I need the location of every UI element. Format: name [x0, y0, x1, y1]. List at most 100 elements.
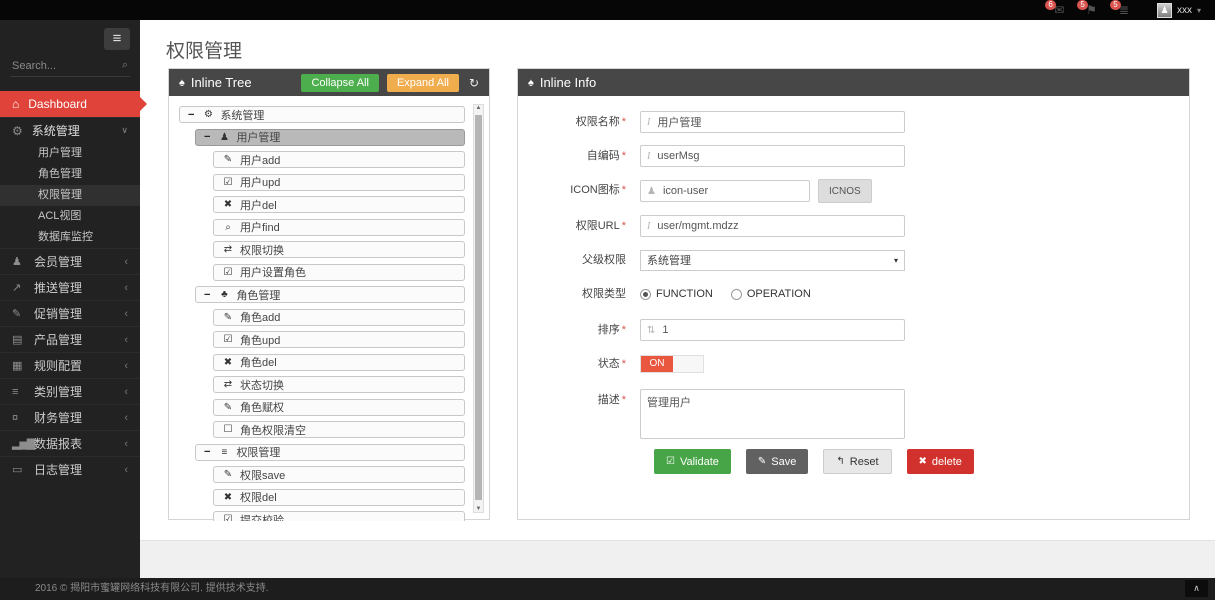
sort-input[interactable] — [662, 324, 898, 336]
tree-node[interactable]: ☑ 提交校验 — [213, 511, 465, 521]
radio-operation[interactable] — [730, 288, 742, 300]
caret-down-icon: ▾ — [893, 255, 898, 265]
tree-node[interactable]: ⇄ 权限切换 — [213, 241, 465, 258]
notification-messages[interactable]: ✉ 6 — [1045, 0, 1064, 17]
panel-title: Inline Info — [539, 75, 597, 90]
scrollbar-thumb[interactable] — [475, 115, 482, 500]
system-submenu: 用户管理 角色管理 权限管理 ACL视图 数据库监控 — [0, 143, 140, 248]
chevron-down-icon: ▾ — [1196, 5, 1201, 15]
expand-all-button[interactable]: Expand All — [386, 73, 459, 92]
copyright-text: 2016 © 揭阳市蜜罐网络科技有限公司. 提供技术支持. — [35, 583, 269, 594]
tree-node-perm-mgmt[interactable]: − ≡ 权限管理 — [195, 443, 465, 461]
tree-scrollbar[interactable]: ▲ ▼ — [473, 104, 484, 513]
user-icon: ♟ — [12, 256, 22, 268]
pencil-icon: ✎ — [223, 154, 233, 165]
radio-function[interactable] — [640, 288, 651, 300]
refresh-icon[interactable]: ↻ — [468, 75, 479, 90]
parent-permission-select[interactable]: 系统管理 ▾ — [640, 249, 905, 271]
hamburger-menu-button[interactable]: ≡ — [104, 28, 130, 50]
field-label: 父级权限 — [582, 254, 626, 266]
chevron-left-icon: ‹ — [124, 281, 128, 294]
sidebar-item-system[interactable]: ⚙ 系统管理 ∨ — [0, 117, 140, 143]
tree-node[interactable]: ✎ 角色赋权 — [213, 398, 465, 416]
tree-node[interactable]: ✖ 用户del — [213, 196, 465, 213]
tree-node[interactable]: ☑ 角色upd — [213, 331, 465, 348]
collapse-toggle-icon[interactable]: − — [204, 446, 211, 458]
inline-info-panel: ♠ Inline Info 权限名称 I 自编码 I — [517, 68, 1190, 520]
radio-label: FUNCTION — [656, 288, 713, 300]
search-input[interactable] — [10, 56, 130, 77]
url-input[interactable] — [657, 220, 898, 232]
code-input[interactable] — [657, 150, 898, 162]
tree-node-system[interactable]: − ⚙ 系统管理 — [179, 106, 465, 123]
tree-node[interactable]: ✖ 权限del — [213, 488, 465, 506]
description-textarea[interactable]: 管理用户 — [640, 389, 905, 439]
collapse-all-button[interactable]: Collapse All — [301, 73, 379, 92]
check-square-icon: ☑ — [223, 266, 233, 278]
tree-node[interactable]: ✎ 角色add — [213, 308, 465, 326]
tree-node-label: 系统管理 — [220, 109, 265, 122]
save-button[interactable]: ✎ Save — [745, 449, 809, 474]
tree-node-label: 角色权限清空 — [240, 424, 306, 437]
tree-node-label: 角色赋权 — [240, 402, 284, 414]
chevron-left-icon: ‹ — [124, 437, 128, 450]
sidebar-item-product[interactable]: ▤ 产品管理 ‹ — [0, 326, 140, 352]
sidebar-item-users[interactable]: 用户管理 — [38, 147, 82, 159]
sidebar-item-push[interactable]: ↗ 推送管理 ‹ — [0, 274, 140, 300]
chevron-left-icon: ‹ — [124, 463, 128, 476]
sidebar-item-logs[interactable]: ▭ 日志管理 ‹ — [0, 456, 140, 482]
collapse-toggle-icon[interactable]: − — [188, 108, 195, 121]
sidebar-item-finance[interactable]: ¤ 财务管理 ‹ — [0, 404, 140, 430]
home-icon: ⌂ — [12, 97, 20, 111]
tree-node[interactable]: ⌕ 用户find — [213, 218, 465, 236]
tree-icon: ♠ — [179, 76, 185, 89]
bar-chart-icon: ▂▅▇ — [12, 438, 35, 450]
notification-alerts[interactable]: ⚑ 5 — [1077, 0, 1097, 17]
sidebar-item-reports[interactable]: ▂▅▇ 数据报表 ‹ — [0, 430, 140, 456]
collapse-toggle-icon[interactable]: − — [204, 288, 211, 301]
icnos-button[interactable]: ICNOS — [818, 179, 872, 203]
chevron-left-icon: ‹ — [124, 411, 128, 424]
tree-node[interactable]: ✎ 用户add — [213, 151, 465, 168]
tree-node-role-mgmt[interactable]: − ♣ 角色管理 — [195, 286, 465, 303]
form-row-url: 权限URL I — [518, 215, 1189, 237]
reset-button[interactable]: ↰ Reset — [823, 449, 892, 474]
scroll-down-icon[interactable]: ▼ — [475, 506, 482, 512]
sidebar-item-permissions[interactable]: 权限管理 — [0, 185, 140, 206]
field-label: 权限类型 — [582, 288, 626, 300]
sidebar-item-rules[interactable]: ▦ 规则配置 ‹ — [0, 352, 140, 378]
user-menu[interactable]: ♟ xxx ▾ — [1156, 2, 1201, 18]
tree-node[interactable]: ⇄ 状态切换 — [213, 376, 465, 393]
scroll-to-top-button[interactable]: ∧ — [1185, 580, 1208, 597]
validate-button[interactable]: ☑ Validate — [654, 449, 731, 474]
sidebar-item-db-monitor[interactable]: 数据库监控 — [38, 231, 93, 243]
tree-node[interactable]: ☑ 用户upd — [213, 173, 465, 191]
icon-input[interactable] — [662, 185, 803, 197]
check-square-icon: ☑ — [223, 514, 233, 521]
tree-node-label: 权限切换 — [240, 244, 284, 257]
delete-button[interactable]: ✖ delete — [906, 449, 974, 474]
sidebar-item-dashboard[interactable]: ⌂ Dashboard — [0, 91, 147, 117]
tree-node[interactable]: ✎ 权限save — [213, 466, 465, 483]
collapse-toggle-icon[interactable]: − — [204, 131, 211, 143]
notification-tasks[interactable]: ≣ 5 — [1109, 0, 1129, 17]
permission-name-input[interactable] — [657, 116, 898, 128]
tree-node[interactable]: ☐ 角色权限清空 — [213, 421, 465, 438]
sidebar-item-category[interactable]: ≡ 类别管理 ‹ — [0, 378, 140, 404]
sidebar-item-promotion[interactable]: ✎ 促销管理 ‹ — [0, 300, 140, 326]
sidebar-item-roles[interactable]: 角色管理 — [38, 168, 82, 180]
tree-node-user-mgmt[interactable]: − ♟ 用户管理 — [195, 128, 465, 146]
italic-icon: I — [647, 220, 651, 232]
retweet-icon: ⇄ — [223, 379, 233, 390]
scroll-up-icon[interactable]: ▲ — [475, 105, 482, 111]
tree-node[interactable]: ☑ 用户设置角色 — [213, 263, 465, 281]
sidebar-item-acl[interactable]: ACL视图 — [38, 210, 82, 222]
pencil-icon: ✎ — [757, 456, 767, 467]
field-label: 状态 — [518, 353, 640, 375]
chevron-left-icon: ‹ — [124, 359, 128, 372]
status-toggle[interactable]: ON — [640, 355, 704, 373]
user-icon: ♟ — [647, 185, 656, 197]
sidebar-item-members[interactable]: ♟ 会员管理 ‹ — [0, 248, 140, 274]
tree-node[interactable]: ✖ 角色del — [213, 353, 465, 371]
table-icon: ▭ — [12, 464, 22, 476]
